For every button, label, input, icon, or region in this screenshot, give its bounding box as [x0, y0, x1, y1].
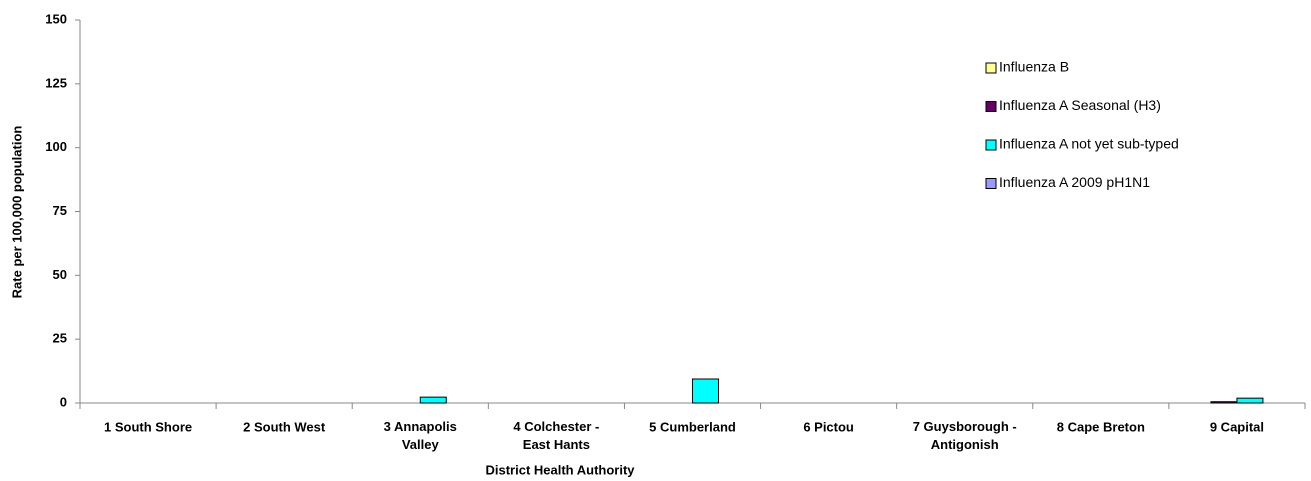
legend-label: Influenza A Seasonal (H3)	[999, 97, 1161, 113]
legend-swatch	[985, 178, 997, 189]
x-axis-label: District Health Authority	[485, 462, 635, 477]
y-tick-label: 0	[60, 394, 67, 409]
x-tick-label: 1 South Shore	[104, 419, 192, 434]
y-tick-label: 50	[53, 267, 67, 282]
legend-swatch	[985, 139, 997, 151]
y-tick-label: 75	[53, 203, 67, 218]
x-tick-label: 3 Annapolis Valley	[384, 419, 457, 452]
legend-swatch	[985, 62, 997, 74]
y-tick-label: 125	[45, 75, 67, 90]
bar	[692, 378, 719, 404]
legend-swatch	[985, 101, 997, 112]
legend-label: Influenza A 2009 pH1N1	[999, 174, 1150, 190]
bar	[1210, 401, 1238, 404]
x-tick-label: 6 Pictou	[803, 419, 854, 434]
x-tick-label: 8 Cape Breton	[1057, 419, 1145, 434]
bar	[419, 396, 447, 404]
x-tick-label: 9 Capital	[1210, 419, 1264, 434]
x-tick-label: 5 Cumberland	[649, 419, 736, 434]
x-tick-label: 7 Guysborough -Antigonish	[913, 419, 1017, 452]
y-tick-label: 100	[45, 139, 67, 154]
legend-label: Influenza A not yet sub-typed	[999, 136, 1179, 152]
y-tick-label: 150	[45, 11, 67, 26]
x-tick-label: 2 South West	[243, 419, 326, 434]
y-axis-label: Rate per 100,000 population	[9, 126, 24, 299]
legend-label: Influenza B	[999, 59, 1069, 75]
y-tick-label: 25	[53, 331, 67, 346]
bar	[1236, 397, 1264, 404]
x-tick-label: 4 Colchester -East Hants	[513, 419, 599, 452]
